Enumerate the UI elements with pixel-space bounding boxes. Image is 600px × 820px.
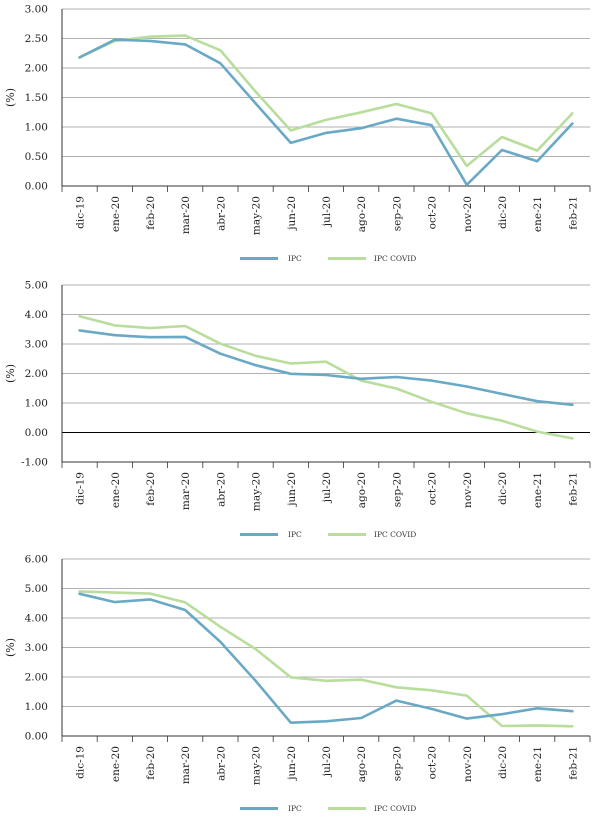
x-tick-label: mar-20	[180, 746, 192, 784]
x-tick-label: feb-21	[567, 746, 579, 780]
legend: IPC IPC COVID	[240, 804, 416, 813]
chart-1-svg: 0.00 0.50 1.00 1.50 2.00 2.50 3.00 dic-19 ene-20…	[4, 4, 591, 263]
y-tick-label: 3.00	[25, 339, 48, 351]
x-tick-label: nov-20	[462, 746, 474, 782]
x-tick-label: abr-20	[215, 746, 227, 781]
chart-1: 0.00 0.50 1.00 1.50 2.00 2.50 3.00 dic-19 ene-20…	[0, 0, 600, 272]
x-tick-label: feb-20	[145, 196, 157, 230]
y-tick-label: 5.00	[25, 280, 48, 292]
x-tick-label: abr-20	[215, 196, 227, 231]
x-tick-label: jul-20	[321, 196, 333, 228]
y-tick-label: 4.00	[25, 309, 48, 321]
legend-label: IPC	[288, 530, 302, 539]
x-tick-label: ene-21	[532, 196, 544, 232]
x-tick-label: may-20	[251, 472, 263, 511]
x-tick-label: ago-20	[356, 196, 368, 232]
y-tick-label: 5.00	[25, 583, 48, 595]
y-axis-label: (%)	[4, 88, 17, 107]
x-tick-label: dic-20	[497, 472, 509, 505]
x-tick-label: dic-20	[497, 746, 509, 779]
chart-2: -1.00 0.00 1.00 2.00 3.00 4.00 5.00 dic-19 ene-2…	[0, 276, 600, 548]
y-tick-label: 0.00	[25, 427, 48, 439]
y-axis-label: (%)	[4, 364, 17, 383]
y-tick-label: 1.50	[25, 92, 48, 104]
x-tick-label: oct-20	[427, 472, 439, 505]
x-tick-label: mar-20	[180, 472, 192, 510]
legend-label: IPC	[288, 254, 302, 263]
x-tick-label: jun-20	[286, 746, 298, 782]
legend-label: IPC COVID	[374, 254, 416, 263]
chart-3: 0.00 1.00 2.00 3.00 4.00 5.00 6.00 dic-19 ene-20…	[0, 550, 600, 820]
x-tick-label: nov-20	[462, 196, 474, 232]
x-tick-label: may-20	[251, 746, 263, 785]
y-tick-label: 0.00	[25, 731, 48, 743]
y-tick-label: 3.00	[25, 642, 48, 654]
y-tick-label: 4.00	[25, 613, 48, 625]
x-tick-label: jun-20	[286, 196, 298, 232]
legend-label: IPC COVID	[374, 530, 416, 539]
y-tick-label: 2.00	[25, 672, 48, 684]
y-tick-label: 2.00	[25, 63, 48, 75]
chart-3-svg: 0.00 1.00 2.00 3.00 4.00 5.00 6.00 dic-19 ene-20…	[4, 554, 591, 813]
y-tick-label: 1.00	[25, 398, 48, 410]
series-line-ipc-covid	[78, 590, 574, 728]
series-line-ipc-covid	[78, 34, 574, 168]
x-tick-label: feb-20	[145, 472, 157, 506]
y-tick-label: 6.00	[25, 554, 48, 566]
x-tick-label: sep-20	[391, 196, 403, 231]
y-tick-label: 0.00	[25, 181, 48, 193]
y-tick-label: 1.00	[25, 122, 48, 134]
x-tick-label: feb-21	[567, 196, 579, 230]
x-tick-label: ene-21	[532, 472, 544, 508]
x-tick-label: dic-19	[75, 472, 87, 505]
legend-label: IPC	[288, 804, 302, 813]
x-tick-label: nov-20	[462, 472, 474, 508]
y-tick-label: 0.50	[25, 151, 48, 163]
legend: IPC IPC COVID	[240, 530, 416, 539]
y-tick-label: 2.50	[25, 33, 48, 45]
x-tick-label: mar-20	[180, 196, 192, 234]
x-tick-label: dic-19	[75, 746, 87, 779]
legend-label: IPC COVID	[374, 804, 416, 813]
series-line-ipc-covid	[78, 314, 574, 440]
x-tick-label: jul-20	[321, 472, 333, 504]
x-tick-label: sep-20	[391, 472, 403, 507]
legend: IPC IPC COVID	[240, 254, 416, 263]
x-tick-label: dic-19	[75, 196, 87, 229]
y-tick-label: 2.00	[25, 368, 48, 380]
x-tick-label: ene-20	[110, 746, 122, 782]
x-tick-label: ene-21	[532, 746, 544, 782]
series-line-ipc	[78, 329, 574, 407]
x-tick-label: jul-20	[321, 746, 333, 778]
y-tick-label: 1.00	[25, 701, 48, 713]
series-line-ipc	[78, 38, 574, 187]
series-line-ipc	[78, 592, 574, 724]
x-tick-label: feb-20	[145, 746, 157, 780]
x-tick-label: oct-20	[427, 196, 439, 229]
y-tick-label: 3.00	[25, 4, 48, 16]
x-tick-label: feb-21	[567, 472, 579, 506]
chart-2-svg: -1.00 0.00 1.00 2.00 3.00 4.00 5.00 dic-19 ene-2…	[4, 280, 591, 539]
x-tick-label: jun-20	[286, 472, 298, 508]
x-tick-label: sep-20	[391, 746, 403, 781]
y-axis-label: (%)	[4, 638, 17, 657]
x-tick-label: ago-20	[356, 472, 368, 508]
x-tick-label: abr-20	[215, 472, 227, 507]
x-tick-label: ene-20	[110, 472, 122, 508]
x-tick-label: ago-20	[356, 746, 368, 782]
x-tick-label: ene-20	[110, 196, 122, 232]
x-tick-label: dic-20	[497, 196, 509, 229]
y-tick-label: -1.00	[21, 457, 48, 469]
x-tick-label: oct-20	[427, 746, 439, 779]
x-tick-label: may-20	[251, 196, 263, 235]
